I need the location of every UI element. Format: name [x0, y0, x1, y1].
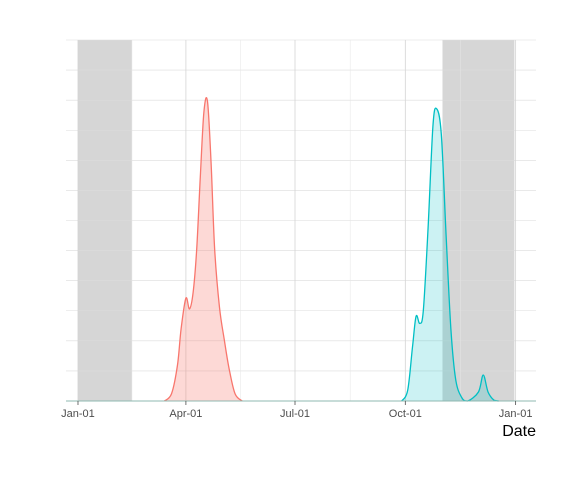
x-axis: Jan-01 Apr-01 Jul-01 Oct-01 Jan-01	[61, 400, 536, 420]
x-axis-title: Date	[502, 423, 536, 440]
x-tick-label: Apr-01	[169, 408, 202, 420]
series-2-area	[401, 108, 499, 401]
gridlines	[66, 39, 536, 402]
x-tick-label: Oct-01	[389, 408, 422, 420]
density-series	[163, 97, 499, 402]
x-tick-label: Jan-01	[499, 408, 533, 420]
series-1-area	[164, 97, 243, 401]
x-tick-label: Jul-01	[280, 408, 310, 420]
series-2-line	[401, 107, 499, 402]
series-1-line	[163, 97, 243, 402]
x-tick-label: Jan-01	[61, 408, 95, 420]
